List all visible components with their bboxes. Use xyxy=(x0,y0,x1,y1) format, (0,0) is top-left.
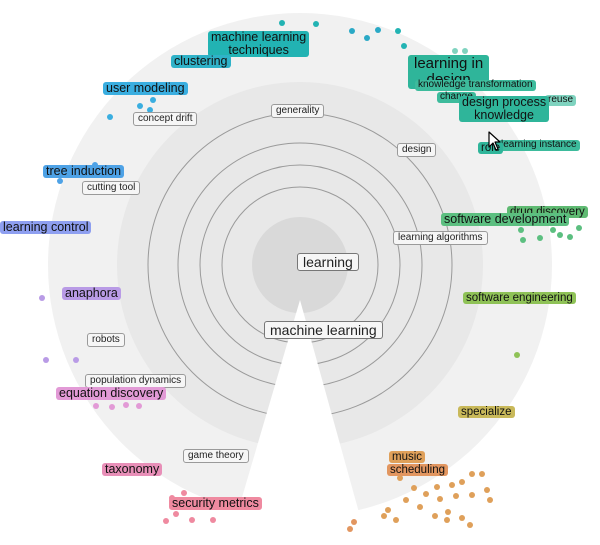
item-dot[interactable] xyxy=(469,471,475,477)
cluster-change[interactable]: change xyxy=(437,91,476,103)
item-dot[interactable] xyxy=(347,526,353,532)
item-dot[interactable] xyxy=(484,487,490,493)
item-dot[interactable] xyxy=(557,232,563,238)
inner-label-machine-learning[interactable]: machine learning xyxy=(264,321,383,339)
inner-label-game-theory[interactable]: game theory xyxy=(183,449,249,463)
item-dot[interactable] xyxy=(567,234,573,240)
item-dot[interactable] xyxy=(123,402,129,408)
item-dot[interactable] xyxy=(39,295,45,301)
cluster-machine-learning-techniques[interactable]: machine learning techniques xyxy=(208,30,310,58)
cluster-learning-control[interactable]: learning control xyxy=(0,220,92,235)
cluster-specialize[interactable]: specialize xyxy=(458,406,515,419)
item-dot[interactable] xyxy=(349,28,355,34)
item-dot[interactable] xyxy=(313,21,319,27)
item-dot[interactable] xyxy=(109,404,115,410)
item-dot[interactable] xyxy=(210,517,216,523)
item-dot[interactable] xyxy=(385,507,391,513)
cluster-software-development[interactable]: software development xyxy=(441,212,570,227)
item-dot[interactable] xyxy=(411,485,417,491)
missing-wedge xyxy=(228,300,368,545)
item-dot[interactable] xyxy=(449,482,455,488)
item-dot[interactable] xyxy=(518,227,524,233)
inner-label-learning-algorithms[interactable]: learning algorithms xyxy=(393,231,488,245)
item-dot[interactable] xyxy=(351,519,357,525)
item-dot[interactable] xyxy=(467,522,473,528)
item-dot[interactable] xyxy=(150,97,156,103)
item-dot[interactable] xyxy=(403,497,409,503)
item-dot[interactable] xyxy=(73,357,79,363)
item-dot[interactable] xyxy=(445,509,451,515)
inner-label-cutting-tool[interactable]: cutting tool xyxy=(82,181,141,195)
item-dot[interactable] xyxy=(397,475,403,481)
item-dot[interactable] xyxy=(417,504,423,510)
item-dot[interactable] xyxy=(381,513,387,519)
item-dot[interactable] xyxy=(137,103,143,109)
cluster-learning-instance[interactable]: learning instance xyxy=(498,139,580,151)
item-dot[interactable] xyxy=(537,235,543,241)
item-dot[interactable] xyxy=(453,493,459,499)
item-dot[interactable] xyxy=(550,227,556,233)
item-dot[interactable] xyxy=(57,178,63,184)
cluster-anaphora[interactable]: anaphora xyxy=(62,286,121,301)
item-dot[interactable] xyxy=(437,496,443,502)
cluster-taxonomy[interactable]: taxonomy xyxy=(102,462,163,477)
item-dot[interactable] xyxy=(279,20,285,26)
item-dot[interactable] xyxy=(462,48,468,54)
item-dot[interactable] xyxy=(173,511,179,517)
item-dot[interactable] xyxy=(469,492,475,498)
cluster-clustering[interactable]: clustering xyxy=(171,54,231,69)
item-dot[interactable] xyxy=(459,479,465,485)
item-dot[interactable] xyxy=(93,403,99,409)
inner-label-concept-drift[interactable]: concept drift xyxy=(133,112,198,126)
item-dot[interactable] xyxy=(393,517,399,523)
item-dot[interactable] xyxy=(364,35,370,41)
inner-label-robots[interactable]: robots xyxy=(87,333,125,347)
item-dot[interactable] xyxy=(423,491,429,497)
mouse-pointer-icon xyxy=(488,131,501,151)
cluster-tree-induction[interactable]: tree induction xyxy=(43,164,125,179)
item-dot[interactable] xyxy=(136,403,142,409)
item-dot[interactable] xyxy=(444,517,450,523)
item-dot[interactable] xyxy=(520,237,526,243)
center-label[interactable]: learning xyxy=(297,253,359,271)
item-dot[interactable] xyxy=(459,515,465,521)
inner-label-design[interactable]: design xyxy=(397,143,437,157)
item-dot[interactable] xyxy=(43,357,49,363)
item-dot[interactable] xyxy=(395,28,401,34)
cluster-security-metrics[interactable]: security metrics xyxy=(169,496,262,511)
cluster-user-modeling[interactable]: user modeling xyxy=(103,81,188,96)
item-dot[interactable] xyxy=(434,484,440,490)
cluster-knowledge-transformation[interactable]: knowledge transformation xyxy=(415,79,536,91)
cluster-software-engineering[interactable]: software engineering xyxy=(463,292,576,305)
cluster-scheduling[interactable]: scheduling xyxy=(387,464,448,477)
item-dot[interactable] xyxy=(452,48,458,54)
item-dot[interactable] xyxy=(107,114,113,120)
item-dot[interactable] xyxy=(487,497,493,503)
inner-label-generality[interactable]: generality xyxy=(271,104,325,118)
cluster-reuse[interactable]: reuse xyxy=(545,94,577,106)
item-dot[interactable] xyxy=(189,517,195,523)
item-dot[interactable] xyxy=(432,513,438,519)
cluster-equation-discovery[interactable]: equation discovery xyxy=(56,386,167,401)
item-dot[interactable] xyxy=(181,490,187,496)
item-dot[interactable] xyxy=(163,518,169,524)
cluster-design-process-knowledge[interactable]: design process knowledge xyxy=(459,95,550,123)
cluster-music[interactable]: music xyxy=(389,451,426,464)
item-dot[interactable] xyxy=(375,27,381,33)
item-dot[interactable] xyxy=(479,471,485,477)
item-dot[interactable] xyxy=(401,43,407,49)
item-dot[interactable] xyxy=(514,352,520,358)
item-dot[interactable] xyxy=(147,107,153,113)
item-dot[interactable] xyxy=(576,225,582,231)
